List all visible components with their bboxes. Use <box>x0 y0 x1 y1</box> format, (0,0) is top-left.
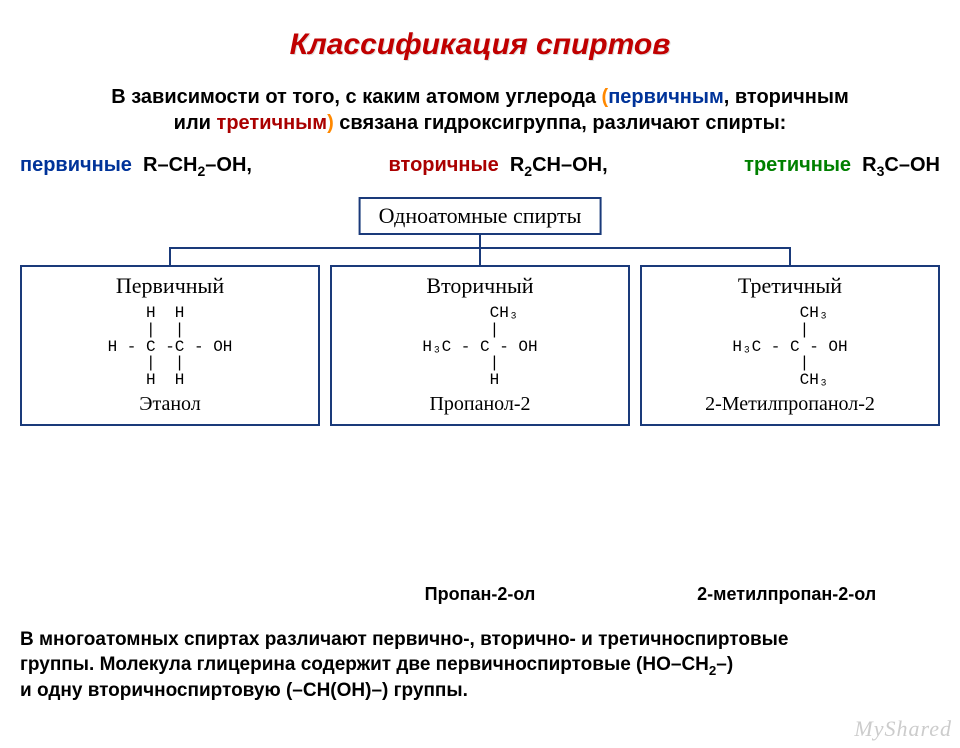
structure-ethanol: H H | | H - C -C - OH | | H H <box>108 305 233 389</box>
box-head: Третичный <box>650 273 930 299</box>
intro-line2-pre: или <box>174 112 217 134</box>
connector-vertical <box>479 233 481 247</box>
diagram-columns: Первичный H H | | H - C -C - OH | | H H … <box>20 247 940 426</box>
formula-tertiary-chem: R3C–OH <box>862 154 940 176</box>
box-head: Вторичный <box>340 273 620 299</box>
diagram-box-primary: Первичный H H | | H - C -C - OH | | H H … <box>20 265 320 426</box>
formula-secondary-label: вторичные <box>389 154 499 176</box>
formula-primary-label: первичные <box>20 154 132 176</box>
intro-sep1: , вторичным <box>724 86 849 108</box>
bottom-text: В многоатомных спиртах различают первичн… <box>20 628 940 703</box>
intro-text: В зависимости от того, с каким атомом уг… <box>30 84 930 136</box>
box-name: Пропанол-2 <box>340 393 620 416</box>
diagram-root-box: Одноатомные спирты <box>359 197 602 235</box>
structure-methylpropanol: CH₃ | H₃C - C - OH | CH₃ <box>732 305 847 389</box>
sublabel-methylpropan2ol: 2-метилпропан-2-ол <box>633 584 940 605</box>
formula-primary-chem: R–CH2–OH, <box>143 154 252 176</box>
connector-drop <box>789 247 791 265</box>
diagram-box-secondary: Вторичный CH₃ | H₃C - C - OH | H Пропано… <box>330 265 630 426</box>
formula-tertiary-label: третичные <box>744 154 851 176</box>
formula-secondary-chem: R2CH–OH, <box>510 154 608 176</box>
formula-row: первичные R–CH2–OH, вторичные R2CH–OH, т… <box>20 154 940 179</box>
diagram-box-tertiary: Третичный CH₃ | H₃C - C - OH | CH₃ 2-Мет… <box>640 265 940 426</box>
sublabel-row: Пропан-2-ол 2-метилпропан-2-ол <box>20 584 940 605</box>
box-head: Первичный <box>30 273 310 299</box>
diagram-col-tertiary: Третичный CH₃ | H₃C - C - OH | CH₃ 2-Мет… <box>640 247 940 426</box>
diagram-col-primary: Первичный H H | | H - C -C - OH | | H H … <box>20 247 320 426</box>
box-name: Этанол <box>30 393 310 416</box>
bottom-line2b: –) <box>716 654 733 675</box>
connector-drop <box>169 247 171 265</box>
diagram: Одноатомные спирты Первичный H H | | H -… <box>20 197 940 507</box>
connector-drop <box>479 247 481 265</box>
box-name: 2-Метилпропанол-2 <box>650 393 930 416</box>
page-title: Классификация спиртов <box>0 28 960 62</box>
formula-primary: первичные R–CH2–OH, <box>20 154 252 179</box>
intro-tertiary: третичным <box>217 112 328 134</box>
intro-part1: В зависимости от того, с каким атомом уг… <box>111 86 601 108</box>
bottom-line1: В многоатомных спиртах различают первичн… <box>20 629 788 650</box>
bottom-line3: и одну вторичноспиртовую (–CH(OH)–) груп… <box>20 680 468 701</box>
diagram-col-secondary: Вторичный CH₃ | H₃C - C - OH | H Пропано… <box>330 247 630 426</box>
intro-paren-close: ) <box>327 112 334 134</box>
intro-primary: первичным <box>608 86 724 108</box>
formula-tertiary: третичные R3C–OH <box>744 154 940 179</box>
formula-secondary: вторичные R2CH–OH, <box>389 154 608 179</box>
structure-propanol2: CH₃ | H₃C - C - OH | H <box>422 305 537 389</box>
bottom-line2a: группы. Молекула глицерина содержит две … <box>20 654 709 675</box>
sublabel-propan2ol: Пропан-2-ол <box>327 584 634 605</box>
sublabel-empty <box>20 584 327 605</box>
intro-part2: связана гидроксигруппа, различают спирты… <box>334 112 787 134</box>
